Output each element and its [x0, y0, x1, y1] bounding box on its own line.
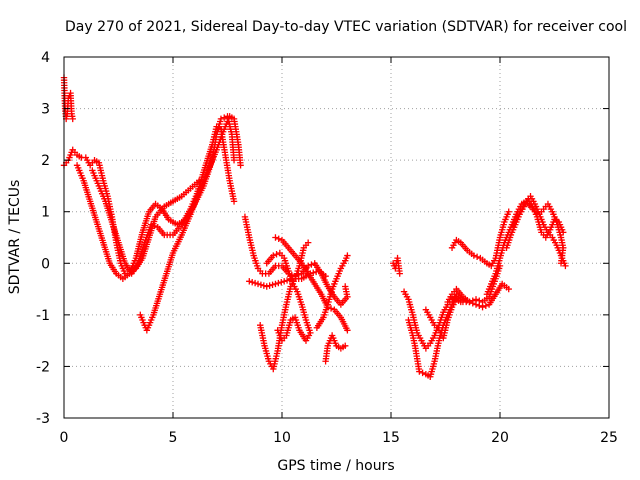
data-point: [342, 283, 349, 290]
data-point: [263, 283, 270, 290]
series-track-2: [60, 146, 203, 277]
data-series: [60, 74, 569, 380]
data-point: [237, 162, 244, 169]
data-point: [505, 208, 512, 215]
data-point: [275, 235, 282, 242]
series-track-11: [313, 252, 351, 331]
x-tick-label: 15: [382, 430, 400, 446]
data-point: [251, 279, 259, 287]
series-track-3: [73, 113, 238, 282]
data-point: [272, 234, 279, 241]
series-track-13: [389, 254, 403, 277]
data-point: [272, 280, 279, 288]
data-point: [148, 221, 155, 228]
data-point: [249, 278, 256, 286]
series-track-8: [246, 267, 329, 290]
data-point: [254, 280, 262, 288]
data-point: [217, 115, 225, 123]
data-point: [266, 282, 273, 289]
data-point: [257, 281, 265, 288]
series-track-4: [89, 123, 238, 277]
data-point: [457, 298, 464, 306]
data-point: [269, 281, 276, 288]
data-point: [470, 252, 478, 259]
data-point: [274, 327, 281, 334]
series-track-5: [137, 113, 244, 334]
x-tick-label: 5: [169, 430, 178, 446]
data-point: [275, 279, 282, 287]
data-point: [221, 114, 228, 121]
data-point: [280, 278, 288, 285]
data-point: [469, 300, 476, 307]
data-point: [312, 268, 320, 276]
x-tick-label: 20: [491, 430, 509, 446]
data-point: [270, 252, 277, 259]
y-tick-label: 3: [41, 102, 50, 118]
y-axis-label: SDTVAR / TECUs: [7, 180, 23, 295]
data-point: [473, 253, 481, 261]
data-point: [466, 298, 473, 306]
data-point: [344, 327, 351, 334]
data-point: [230, 198, 238, 205]
data-point: [472, 301, 480, 308]
data-point: [476, 302, 483, 310]
y-tick-label: -2: [36, 359, 50, 375]
data-point: [505, 285, 512, 293]
y-axis-ticks: -3 -2 -1 0 1 2 3 4: [36, 50, 609, 427]
x-tick-label: 25: [600, 430, 618, 446]
data-point: [230, 156, 238, 164]
series-track-9: [263, 249, 314, 344]
data-point: [560, 229, 567, 236]
y-tick-label: 1: [41, 205, 50, 221]
y-tick-label: -1: [36, 308, 50, 324]
data-point: [327, 305, 335, 312]
data-point: [419, 369, 426, 377]
data-point: [416, 368, 423, 375]
x-axis-label: GPS time / hours: [277, 458, 394, 474]
y-tick-label: 0: [41, 256, 50, 272]
series-track-16: [422, 296, 464, 342]
data-point: [278, 278, 285, 286]
y-tick-label: 4: [41, 50, 50, 66]
data-point: [308, 261, 315, 268]
series-track-18: [448, 208, 512, 270]
data-point: [322, 272, 329, 280]
data-point: [482, 302, 490, 310]
data-point: [273, 251, 280, 258]
data-point: [260, 282, 268, 289]
plot-frame: [63, 56, 610, 419]
data-point: [310, 269, 317, 276]
data-point: [342, 342, 349, 349]
series-track-1: [60, 74, 76, 123]
data-point: [283, 277, 291, 284]
data-point: [479, 303, 486, 311]
chart-title: Day 270 of 2021, Sidereal Day-to-day VTE…: [65, 19, 627, 35]
x-axis-ticks: 0 5 10 15 20 25: [60, 57, 618, 446]
data-point: [396, 270, 403, 277]
x-tick-label: 10: [273, 430, 291, 446]
series-track-21: [509, 193, 569, 270]
data-point: [151, 222, 158, 230]
data-point: [69, 115, 76, 123]
y-tick-label: -3: [36, 411, 50, 427]
x-tick-label: 0: [60, 430, 69, 446]
data-point: [562, 262, 569, 270]
data-point: [344, 252, 351, 259]
series-track-12: [322, 332, 349, 365]
data-point: [246, 278, 253, 285]
y-tick-label: 2: [41, 153, 50, 169]
series-track-17: [444, 280, 512, 311]
data-point: [304, 239, 312, 246]
